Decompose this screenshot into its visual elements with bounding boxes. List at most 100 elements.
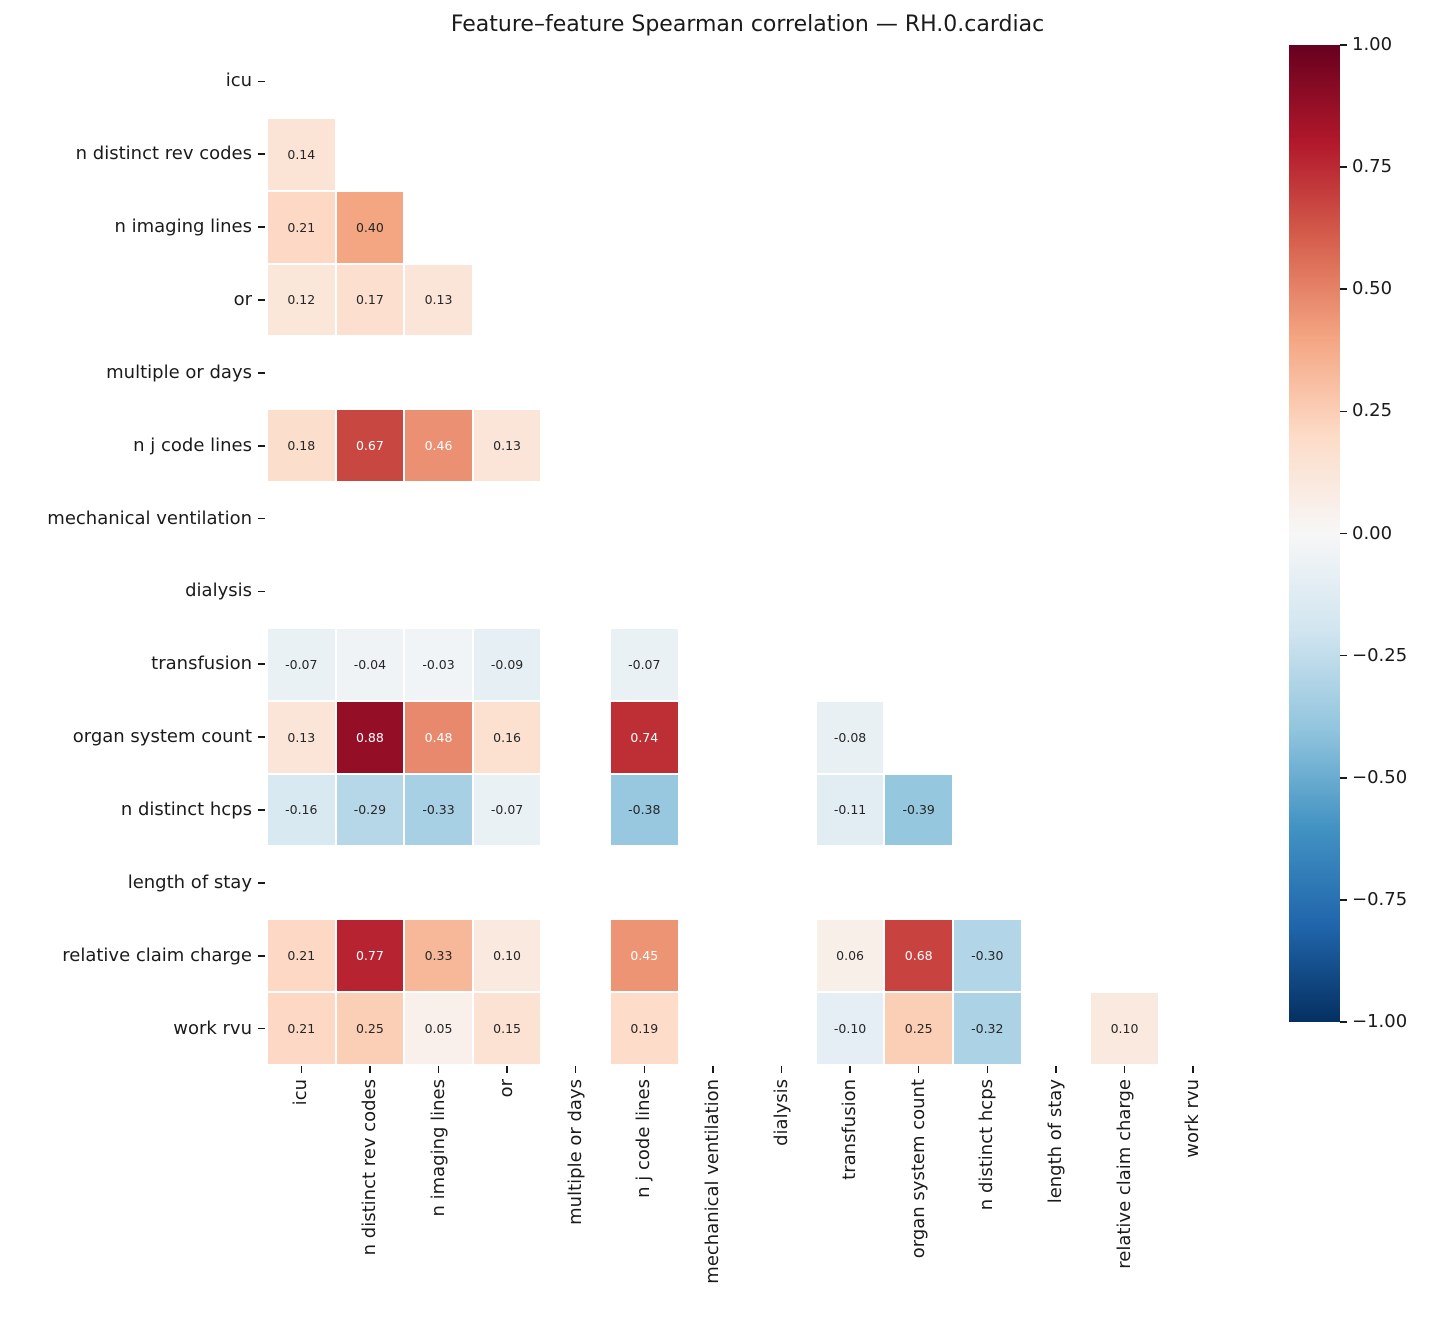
heatmap-cell: -0.07	[473, 774, 541, 846]
heatmap-cell: -0.30	[954, 920, 1021, 992]
colorbar-tick-label: 0.25	[1352, 400, 1393, 422]
x-tick-label: n distinct rev codes	[358, 1079, 380, 1256]
heatmap-cell: -0.38	[611, 774, 678, 846]
heatmap-cell: 0.48	[405, 701, 472, 773]
y-tick-mark	[258, 1027, 265, 1030]
x-tick-mark	[369, 1066, 371, 1073]
heatmap-cell: 0.21	[268, 920, 335, 992]
heatmap-cell: 0.77	[336, 920, 404, 992]
colorbar-tick-label: 0.00	[1352, 522, 1393, 544]
y-tick-label: or	[233, 288, 252, 310]
x-tick-label: icu	[290, 1079, 312, 1106]
heatmap-cell: 0.05	[405, 993, 472, 1064]
heatmap-cell: 0.16	[473, 701, 541, 773]
x-tick-mark	[849, 1066, 851, 1073]
heatmap-cell: -0.32	[954, 993, 1021, 1064]
colorbar-tick-mark	[1340, 776, 1347, 779]
x-tick-mark	[300, 1066, 303, 1073]
y-tick-label: n distinct rev codes	[75, 143, 252, 165]
y-tick-label: dialysis	[185, 580, 252, 602]
y-tick-mark	[258, 80, 265, 83]
heatmap-cell: 0.18	[268, 410, 335, 482]
y-tick-mark	[258, 226, 265, 228]
y-tick-mark	[258, 590, 265, 593]
x-tick-label: mechanical ventilation	[701, 1079, 723, 1284]
heatmap-cell: 0.33	[405, 920, 472, 992]
colorbar-tick-mark	[1340, 1021, 1347, 1023]
heatmap-cell: -0.07	[268, 628, 335, 700]
y-tick-mark	[258, 153, 265, 156]
y-tick-mark	[258, 372, 265, 374]
heatmap-cell: 0.40	[336, 191, 404, 263]
heatmap-cell: 0.21	[268, 191, 335, 263]
heatmap-cell: 0.45	[611, 920, 678, 992]
heatmap-cell: 0.68	[885, 920, 952, 992]
x-tick-label: or	[496, 1079, 518, 1098]
y-tick-label: length of stay	[127, 871, 252, 893]
heatmap-cell: 0.10	[473, 920, 541, 992]
y-tick-mark	[258, 663, 265, 666]
heatmap-cell: -0.10	[816, 993, 884, 1064]
x-tick-mark	[1055, 1066, 1057, 1073]
chart-title: Feature–feature Spearman correlation — R…	[450, 12, 1045, 37]
colorbar-tick-label: 0.75	[1352, 156, 1393, 178]
y-tick-label: relative claim charge	[62, 944, 252, 966]
colorbar-tick-mark	[1340, 654, 1347, 657]
heatmap-cell: 0.10	[1091, 993, 1158, 1064]
x-tick-label: dialysis	[770, 1079, 792, 1146]
x-tick-mark	[986, 1066, 989, 1073]
y-tick-mark	[258, 882, 265, 884]
y-tick-mark	[258, 517, 265, 520]
heatmap-cell: 0.74	[611, 701, 678, 773]
heatmap-cell: -0.16	[268, 774, 335, 846]
y-tick-mark	[258, 954, 265, 957]
y-tick-label: organ system count	[72, 726, 252, 748]
y-tick-label: n imaging lines	[114, 216, 252, 238]
heatmap-cell: 0.46	[405, 410, 472, 482]
x-tick-label: n distinct hcps	[976, 1079, 998, 1211]
colorbar-tick-label: 1.00	[1352, 34, 1393, 55]
x-tick-mark	[506, 1066, 508, 1073]
y-tick-mark	[258, 809, 265, 811]
colorbar-tick-label: −1.00	[1352, 1011, 1408, 1032]
y-tick-mark	[258, 299, 265, 301]
x-tick-mark	[917, 1066, 920, 1073]
heatmap-cell: -0.09	[473, 628, 541, 700]
y-tick-label: n distinct hcps	[120, 798, 252, 820]
heatmap-cell: 0.06	[816, 920, 884, 992]
x-tick-label: transfusion	[839, 1079, 861, 1180]
y-tick-label: icu	[225, 70, 252, 92]
colorbar-tick-label: −0.50	[1352, 766, 1408, 788]
y-tick-mark	[258, 444, 265, 447]
heatmap-cell: -0.39	[885, 774, 952, 846]
heatmap-cell: 0.12	[268, 264, 335, 336]
colorbar-tick-label: −0.25	[1352, 644, 1408, 666]
y-tick-label: work rvu	[173, 1017, 252, 1039]
x-tick-label: relative claim charge	[1113, 1079, 1135, 1269]
y-tick-label: transfusion	[151, 653, 252, 675]
x-tick-mark	[1123, 1066, 1126, 1073]
x-tick-mark	[437, 1066, 440, 1073]
colorbar-tick-mark	[1340, 44, 1347, 46]
x-tick-label: multiple or days	[564, 1079, 586, 1225]
heatmap-cell: 0.14	[268, 118, 335, 190]
colorbar-tick-mark	[1340, 166, 1347, 168]
colorbar-tick-mark	[1340, 410, 1347, 413]
x-tick-label: n imaging lines	[427, 1079, 449, 1217]
y-tick-label: mechanical ventilation	[47, 507, 252, 529]
y-tick-label: n j code lines	[133, 434, 252, 456]
heatmap-cell: -0.08	[816, 701, 884, 773]
heatmap-cell: -0.04	[336, 628, 404, 700]
colorbar-tick-mark	[1340, 532, 1347, 535]
x-tick-mark	[643, 1066, 646, 1073]
heatmap-cell: -0.07	[611, 628, 678, 700]
heatmap-cell: -0.33	[405, 774, 472, 846]
heatmap-cell: -0.29	[336, 774, 404, 846]
heatmap-cell: 0.13	[268, 701, 335, 773]
heatmap-cell: 0.15	[473, 993, 541, 1064]
heatmap-cell: 0.21	[268, 993, 335, 1064]
heatmap-cell: 0.25	[336, 993, 404, 1064]
x-tick-label: organ system count	[907, 1079, 929, 1259]
x-tick-mark	[1192, 1066, 1194, 1073]
